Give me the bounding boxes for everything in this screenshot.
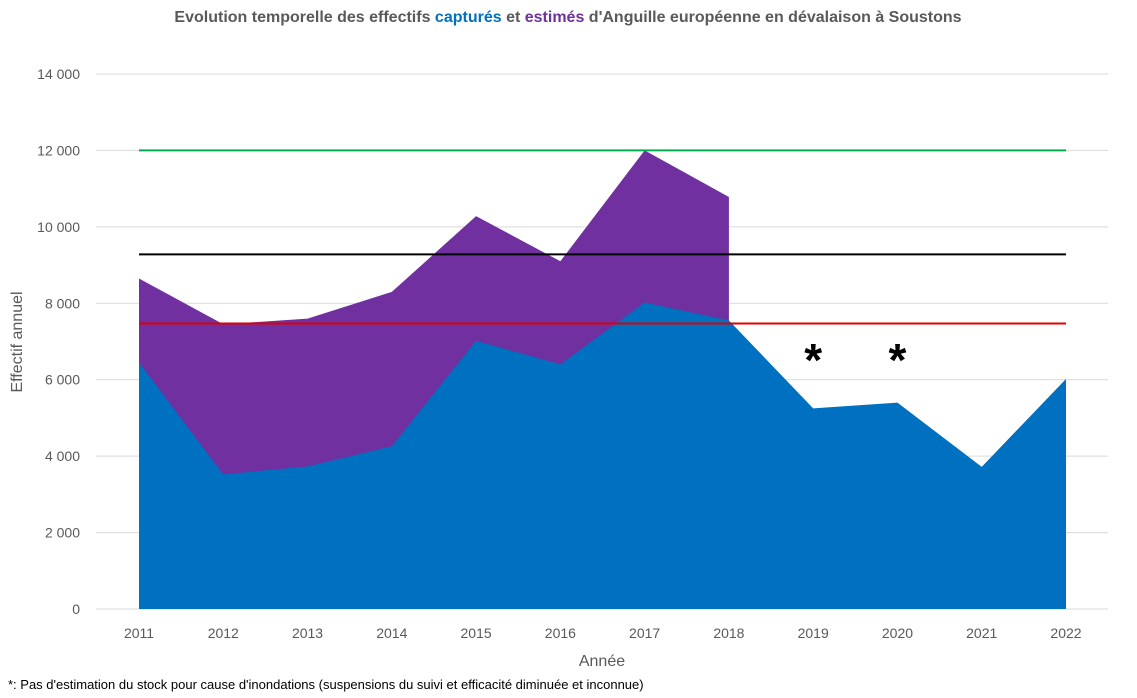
no-estimate-marker: * bbox=[889, 334, 907, 386]
x-tick-label: 2021 bbox=[966, 625, 997, 641]
y-axis-label: Effectif annuel bbox=[9, 291, 26, 392]
x-tick-label: 2017 bbox=[629, 625, 660, 641]
y-axis-ticks: 0 2 000 4 000 6 000 8 000 10 000 12 000 14 000 bbox=[37, 66, 80, 617]
y-tick-label: 6 000 bbox=[45, 372, 80, 388]
x-tick-label: 2015 bbox=[461, 625, 492, 641]
x-tick-label: 2011 bbox=[124, 625, 154, 641]
y-tick-label: 14 000 bbox=[37, 66, 80, 82]
x-tick-label: 2019 bbox=[798, 625, 829, 641]
y-tick-label: 10 000 bbox=[37, 219, 80, 235]
chart-title: Evolution temporelle des effectifs captu… bbox=[174, 9, 961, 26]
y-tick-label: 12 000 bbox=[37, 142, 80, 158]
y-tick-label: 2 000 bbox=[45, 525, 80, 541]
area-captured bbox=[139, 302, 1066, 609]
chart-title-part5: d'Anguille européenne en dévalaison à So… bbox=[584, 9, 961, 26]
y-tick-label: 4 000 bbox=[45, 448, 80, 464]
data-areas bbox=[139, 150, 1066, 609]
x-tick-label: 2022 bbox=[1050, 625, 1081, 641]
x-tick-label: 2014 bbox=[376, 625, 407, 641]
x-tick-label: 2020 bbox=[882, 625, 913, 641]
y-tick-label: 8 000 bbox=[45, 295, 80, 311]
chart-title-part1: Evolution temporelle des effectifs bbox=[174, 9, 435, 26]
reference-lines bbox=[139, 149, 1066, 325]
x-tick-label: 2016 bbox=[545, 625, 576, 641]
chart-title-captured: capturés bbox=[435, 9, 502, 26]
x-axis-ticks: 2011 2012 2013 2014 2015 2016 2017 2018 2019 2020… bbox=[124, 625, 1082, 641]
x-tick-label: 2012 bbox=[208, 625, 239, 641]
x-tick-label: 2013 bbox=[292, 625, 323, 641]
y-tick-label: 0 bbox=[72, 601, 80, 617]
chart-title-part3: et bbox=[502, 9, 525, 26]
x-axis-label: Année bbox=[579, 653, 625, 670]
no-estimate-marker: * bbox=[804, 334, 822, 386]
chart-title-estimated: estimés bbox=[525, 9, 585, 26]
markers: * * bbox=[804, 334, 906, 386]
footnote: *: Pas d'estimation du stock pour cause … bbox=[8, 677, 644, 692]
x-tick-label: 2018 bbox=[713, 625, 744, 641]
